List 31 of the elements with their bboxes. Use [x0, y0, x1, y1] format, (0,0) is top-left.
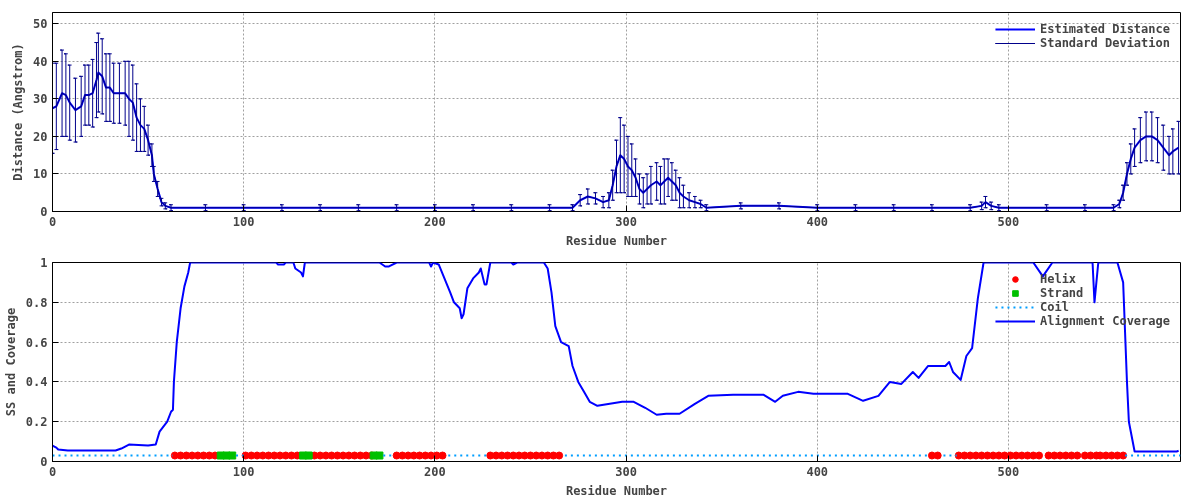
y-tick-label: 40 [33, 54, 48, 69]
legend-label: Helix [1039, 272, 1077, 286]
x-tick-label: 400 [806, 464, 829, 479]
x-tick-label: 400 [806, 214, 829, 229]
legend-label: Standard Deviation [1039, 36, 1170, 50]
y-axis-title: SS and Coverage [3, 307, 18, 417]
y-tick-label: 30 [33, 92, 48, 107]
x-tick-label: 100 [232, 214, 255, 229]
x-tick-label: 300 [615, 464, 637, 479]
legend-label: Strand [1039, 286, 1084, 300]
x-tick-label: 100 [232, 464, 255, 479]
y-tick-label: 50 [33, 17, 48, 32]
x-axis-title: Residue Number [565, 483, 668, 498]
y-tick-label: 0 [40, 455, 48, 469]
x-tick-label: 200 [424, 464, 446, 479]
x-tick-label: 200 [424, 214, 446, 229]
legend-label: Estimated Distance [1039, 22, 1170, 36]
y-tick-label: 10 [33, 167, 48, 182]
y-tick-label: 0.4 [25, 375, 48, 390]
x-tick-label: 500 [997, 214, 1020, 229]
x-tick-label: 500 [997, 464, 1020, 479]
x-tick-label: 300 [615, 214, 637, 229]
y-tick-label: 20 [33, 129, 48, 144]
y-axis-title: Distance (Angstrom) [11, 43, 26, 181]
y-tick-label: 0 [40, 205, 48, 219]
legend-label: Coil [1039, 300, 1069, 314]
y-tick-label: 0.8 [25, 295, 48, 310]
x-axis-title: Residue Number [565, 233, 668, 248]
y-tick-label: 0.2 [25, 415, 48, 430]
y-tick-label: 0.6 [25, 335, 48, 350]
y-tick-label: 1 [40, 256, 48, 270]
